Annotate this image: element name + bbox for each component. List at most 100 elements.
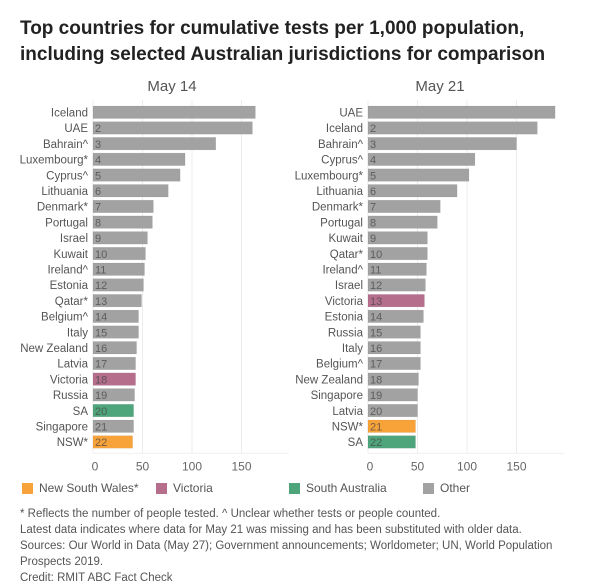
- bar: [92, 215, 153, 229]
- bar: [367, 152, 476, 166]
- bar: [92, 341, 137, 355]
- bar: [367, 388, 418, 402]
- title-line-2: including selected Australian jurisdicti…: [20, 44, 546, 65]
- category-label: Belgium^: [316, 359, 364, 371]
- x-tick-label: 50: [411, 459, 425, 473]
- category-label: Estonia: [50, 280, 89, 292]
- category-label: Qatar*: [55, 296, 89, 308]
- bar: [92, 419, 134, 433]
- category-label: Ireland^: [322, 265, 363, 277]
- category-label: Italy: [342, 343, 363, 355]
- rank-label: 8: [370, 217, 376, 229]
- footnote-sources-cont: Prospects 2019.: [20, 556, 104, 568]
- category-label: Russia: [328, 327, 364, 339]
- category-label: NSW*: [332, 422, 364, 434]
- rank-label: 22: [95, 437, 107, 449]
- legend-item-victoria: Victoria: [156, 481, 213, 495]
- footnote-credit: Credit: RMIT ABC Fact Check: [20, 572, 173, 584]
- legend-label-sa: South Australia: [306, 481, 387, 495]
- rank-label: 3: [370, 139, 376, 151]
- category-label: Italy: [67, 327, 88, 339]
- category-label: Belgium^: [41, 312, 89, 324]
- legend-swatch-nsw: [22, 482, 33, 494]
- title-line-1: Top countries for cumulative tests per 1…: [20, 18, 525, 39]
- category-label: Estonia: [325, 312, 364, 324]
- bar: [367, 199, 441, 213]
- bar: [367, 121, 538, 135]
- bar: [367, 105, 556, 119]
- legend-label-victoria: Victoria: [173, 481, 213, 495]
- rank-label: 21: [370, 422, 382, 434]
- bar: [367, 184, 458, 198]
- rank-label: 10: [370, 249, 382, 261]
- category-label: Iceland: [326, 123, 363, 135]
- rank-label: 17: [95, 359, 107, 371]
- bar: [367, 372, 419, 386]
- category-label: Iceland: [51, 108, 88, 120]
- rank-label: 20: [370, 406, 382, 418]
- rank-label: 5: [370, 170, 376, 182]
- category-label: Kuwait: [328, 233, 363, 245]
- legend-item-nsw: New South Wales*: [22, 481, 139, 495]
- bar: [92, 435, 133, 449]
- rank-label: 4: [95, 155, 101, 167]
- rank-label: 13: [95, 296, 107, 308]
- x-tick-label: 0: [92, 459, 99, 473]
- legend-swatch-sa: [289, 482, 300, 494]
- bar: [92, 388, 135, 402]
- bar: [367, 168, 470, 182]
- category-label: Singapore: [311, 390, 363, 402]
- category-label: Ireland^: [47, 265, 88, 277]
- x-tick-label: 0: [367, 459, 374, 473]
- category-label: Qatar*: [330, 249, 364, 261]
- rank-label: 9: [95, 233, 101, 245]
- category-label: UAE: [64, 123, 88, 135]
- bar: [92, 247, 146, 261]
- left-chart-title: May 14: [147, 78, 197, 95]
- bar: [367, 231, 428, 245]
- bar: [367, 341, 421, 355]
- category-label: Denmark*: [37, 202, 89, 214]
- footnote-sources: Sources: Our World in Data (May 27); Gov…: [20, 540, 553, 552]
- rank-label: 22: [370, 437, 382, 449]
- category-label: Victoria: [50, 374, 89, 386]
- bar: [92, 231, 148, 245]
- category-label: New Zealand: [295, 374, 363, 386]
- rank-label: 20: [95, 406, 107, 418]
- bar: [92, 105, 256, 119]
- rank-label: 12: [95, 280, 107, 292]
- category-label: Lithuania: [316, 186, 363, 198]
- bar: [92, 168, 181, 182]
- category-label: Kuwait: [53, 249, 88, 261]
- bar: [92, 325, 139, 339]
- category-label: New Zealand: [20, 343, 88, 355]
- bar: [367, 356, 421, 371]
- bar: [92, 278, 144, 292]
- category-label: Portugal: [45, 217, 88, 229]
- bar: [367, 137, 517, 151]
- rank-label: 14: [95, 312, 107, 324]
- bar: [367, 278, 426, 292]
- x-tick-label: 150: [231, 459, 251, 473]
- rank-label: 6: [370, 186, 376, 198]
- rank-label: 14: [370, 312, 382, 324]
- category-label: Bahrain^: [43, 139, 89, 151]
- rank-label: 11: [95, 265, 106, 277]
- rank-label: 6: [95, 186, 101, 198]
- rank-label: 5: [95, 170, 101, 182]
- rank-label: 2: [95, 123, 101, 135]
- category-label: Denmark*: [312, 202, 364, 214]
- category-label: Cyprus^: [46, 170, 88, 182]
- legend-label-nsw: New South Wales*: [39, 481, 139, 495]
- bar: [92, 403, 134, 418]
- category-label: NSW*: [57, 437, 89, 449]
- category-label: Bahrain^: [318, 139, 364, 151]
- rank-label: 13: [370, 296, 382, 308]
- bar: [367, 262, 427, 276]
- legend-swatch-other: [423, 482, 434, 494]
- bar: [92, 262, 145, 276]
- rank-label: 16: [370, 343, 382, 355]
- rank-label: 15: [95, 327, 107, 339]
- bar: [92, 184, 169, 198]
- rank-label: 17: [370, 359, 382, 371]
